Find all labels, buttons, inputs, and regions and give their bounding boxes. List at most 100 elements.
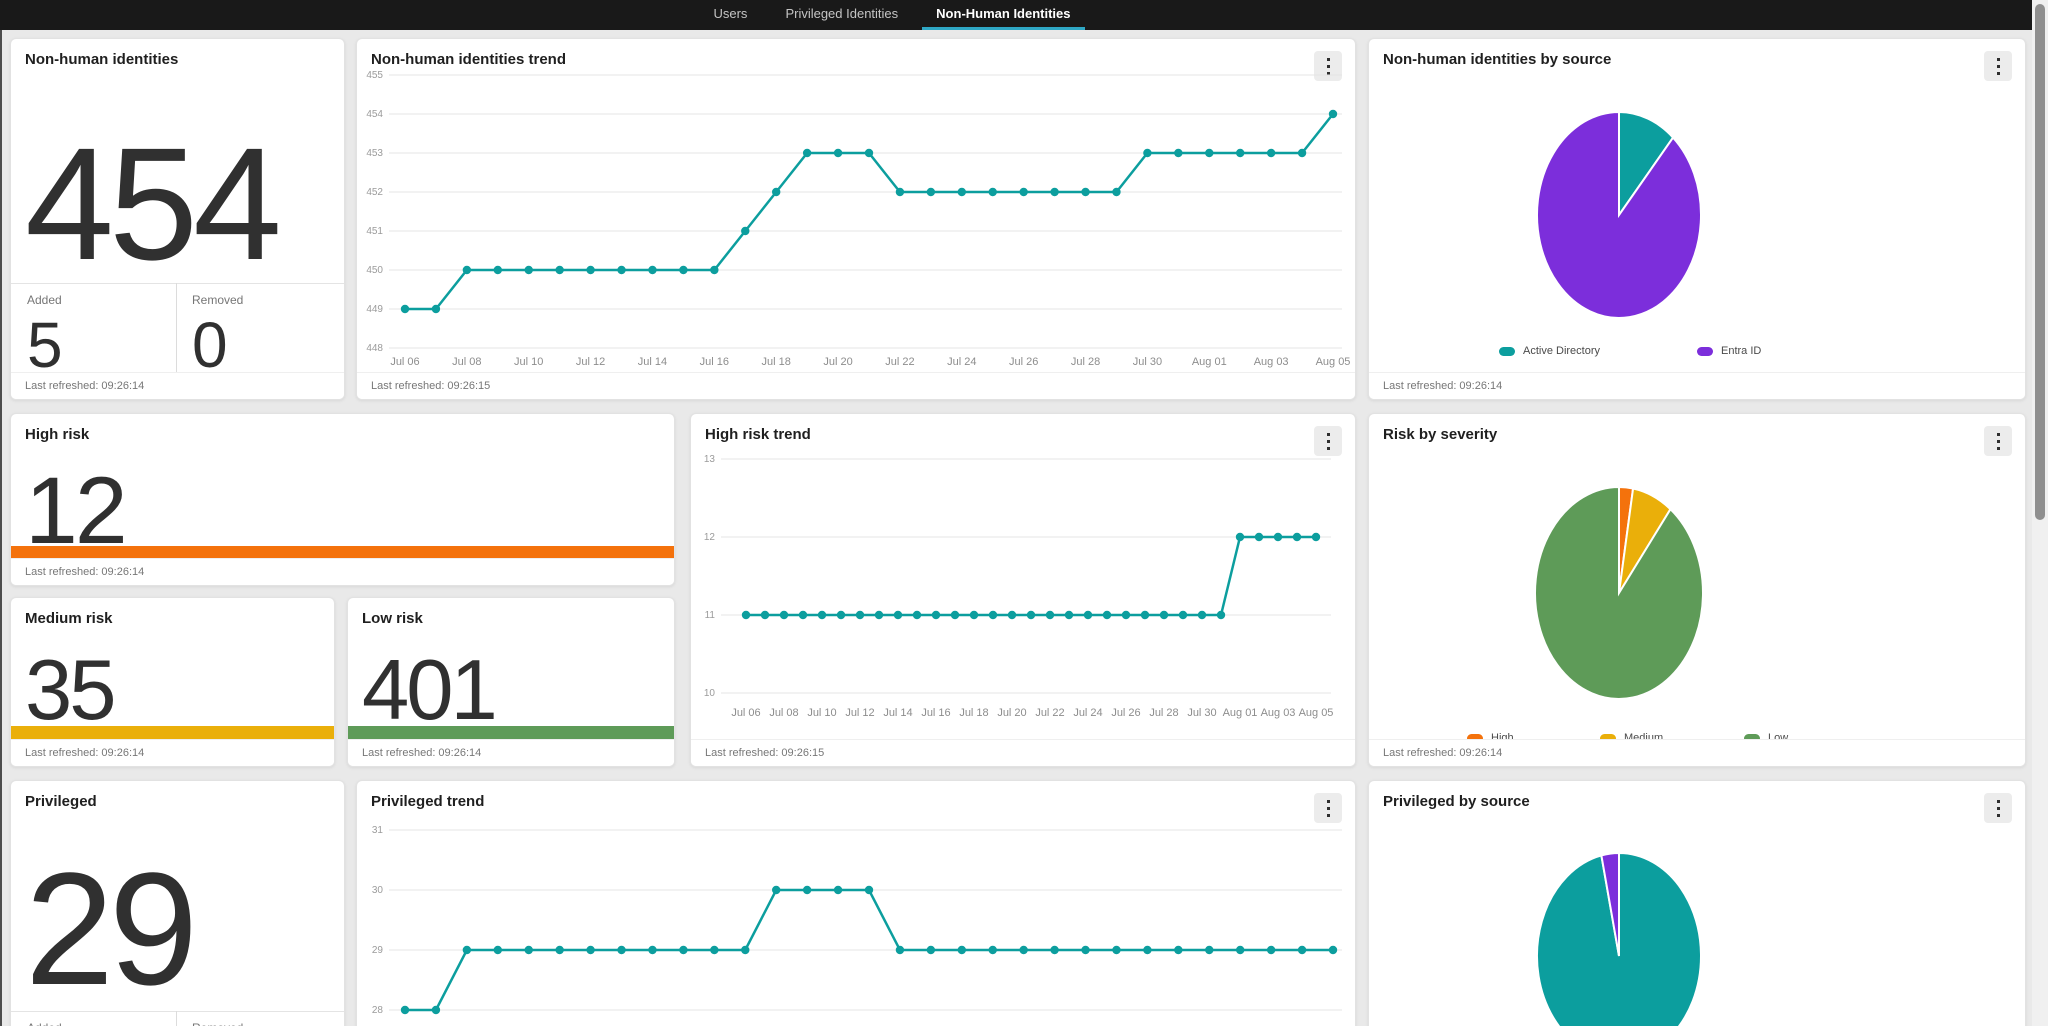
medium-risk-bar — [11, 726, 334, 740]
svg-text:452: 452 — [366, 187, 383, 198]
tab-non-human-identities[interactable]: Non-Human Identities — [922, 0, 1085, 30]
nhi-trend-line-chart: 448 449 450 451 452 453 454 455 Jul 06 Jul 08 Jul … — [366, 70, 1351, 368]
svg-text:Jul 24: Jul 24 — [1073, 707, 1102, 719]
card-title: Privileged trend — [371, 793, 485, 810]
card-title: High risk — [25, 426, 90, 443]
tab-group: Users Privileged Identities Non-Human Id… — [699, 0, 1085, 30]
svg-text:Jul 14: Jul 14 — [883, 707, 912, 719]
metric-value: 12 — [25, 458, 128, 564]
svg-text:10: 10 — [704, 688, 716, 699]
tab-users[interactable]: Users — [699, 0, 761, 30]
svg-text:13: 13 — [704, 454, 716, 465]
removed-value: 0 — [192, 309, 228, 381]
card-title: Non-human identities trend — [371, 51, 566, 68]
kebab-menu-icon[interactable] — [1314, 793, 1342, 823]
svg-text:Aug 03: Aug 03 — [1261, 707, 1296, 719]
added-value: 5 — [27, 309, 63, 381]
card-title: High risk trend — [705, 426, 811, 443]
svg-text:Jul 22: Jul 22 — [885, 356, 914, 368]
kebab-menu-icon[interactable] — [1314, 51, 1342, 81]
card-title: Risk by severity — [1383, 426, 1498, 443]
kebab-menu-icon[interactable] — [1984, 51, 2012, 81]
added-label: Added — [27, 1021, 62, 1026]
svg-text:Jul 24: Jul 24 — [947, 356, 976, 368]
metric-value: 35 — [25, 643, 117, 738]
nhi-source-pie-chart — [1536, 110, 1702, 319]
card-risk-by-severity: Risk by severity High Medium Low Last re… — [1368, 413, 2026, 767]
legend-chip — [1499, 346, 1515, 356]
card-nhi-count: Non-human identities 454 Added Removed 5… — [10, 38, 345, 400]
divider — [11, 283, 344, 284]
high-risk-trend-line-chart: 10 11 12 13 Jul 06 Jul 08 Jul 10 Jul 12 Jul 14 Ju… — [704, 454, 1334, 719]
svg-text:Jul 30: Jul 30 — [1133, 356, 1162, 368]
svg-text:Jul 16: Jul 16 — [921, 707, 950, 719]
svg-text:Aug 01: Aug 01 — [1192, 356, 1227, 368]
svg-text:Jul 14: Jul 14 — [638, 356, 667, 368]
svg-text:Aug 01: Aug 01 — [1223, 707, 1258, 719]
card-title: Low risk — [362, 610, 423, 627]
card-privileged-by-source: Privileged by source — [1368, 780, 2026, 1026]
svg-text:449: 449 — [366, 304, 383, 315]
kebab-menu-icon[interactable] — [1314, 426, 1342, 456]
card-privileged-count: Privileged 29 Added Removed — [10, 780, 345, 1026]
svg-text:Jul 10: Jul 10 — [807, 707, 836, 719]
last-refreshed: Last refreshed: 09:26:14 — [1369, 372, 2025, 399]
removed-label: Removed — [192, 293, 244, 307]
svg-text:Jul 28: Jul 28 — [1149, 707, 1178, 719]
svg-text:Jul 12: Jul 12 — [845, 707, 874, 719]
metric-total: 29 — [25, 839, 198, 1018]
card-low-risk: Low risk 401 Last refreshed: 09:26:14 — [347, 597, 675, 767]
svg-text:450: 450 — [366, 265, 383, 276]
svg-text:Jul 26: Jul 26 — [1009, 356, 1038, 368]
legend-entra-id: Entra ID — [1697, 345, 1761, 357]
last-refreshed: Last refreshed: 09:26:14 — [11, 739, 334, 766]
svg-text:Jul 30: Jul 30 — [1187, 707, 1216, 719]
svg-text:454: 454 — [366, 109, 383, 120]
svg-text:455: 455 — [366, 70, 383, 81]
high-risk-bar — [11, 546, 674, 560]
last-refreshed: Last refreshed: 09:26:15 — [357, 372, 1355, 399]
svg-text:Jul 28: Jul 28 — [1071, 356, 1100, 368]
svg-text:Jul 22: Jul 22 — [1035, 707, 1064, 719]
legend-chip — [1744, 733, 1760, 743]
last-refreshed: Last refreshed: 09:26:14 — [1369, 739, 2025, 766]
svg-text:11: 11 — [705, 610, 716, 621]
last-refreshed: Last refreshed: 09:26:14 — [11, 558, 674, 585]
card-title: Privileged by source — [1383, 793, 1530, 810]
added-label: Added — [27, 293, 62, 307]
svg-text:Jul 20: Jul 20 — [823, 356, 852, 368]
divider-vertical — [176, 283, 177, 379]
divider — [11, 1011, 344, 1012]
svg-text:29: 29 — [372, 945, 384, 956]
svg-text:Aug 05: Aug 05 — [1316, 356, 1351, 368]
last-refreshed: Last refreshed: 09:26:14 — [348, 739, 674, 766]
tab-privileged-identities[interactable]: Privileged Identities — [771, 0, 912, 30]
kebab-menu-icon[interactable] — [1984, 426, 2012, 456]
scrollbar-track[interactable] — [2032, 0, 2048, 1026]
svg-text:Jul 26: Jul 26 — [1111, 707, 1140, 719]
svg-text:28: 28 — [372, 1005, 384, 1016]
scrollbar-thumb[interactable] — [2035, 4, 2045, 520]
last-refreshed: Last refreshed: 09:26:14 — [11, 372, 344, 399]
svg-text:Jul 08: Jul 08 — [452, 356, 481, 368]
top-nav: Users Privileged Identities Non-Human Id… — [0, 0, 2032, 30]
legend-chip — [1697, 346, 1713, 356]
svg-text:31: 31 — [372, 825, 384, 836]
svg-text:Jul 06: Jul 06 — [731, 707, 760, 719]
svg-text:12: 12 — [704, 532, 716, 543]
kebab-menu-icon[interactable] — [1984, 793, 2012, 823]
svg-text:30: 30 — [372, 885, 384, 896]
metric-total: 454 — [25, 114, 282, 293]
card-title: Medium risk — [25, 610, 113, 627]
legend-active-directory: Active Directory — [1499, 345, 1600, 357]
low-risk-bar — [348, 726, 674, 740]
card-high-risk: High risk 12 Last refreshed: 09:26:14 — [10, 413, 675, 586]
svg-text:Jul 20: Jul 20 — [997, 707, 1026, 719]
svg-text:Jul 16: Jul 16 — [700, 356, 729, 368]
legend-label: Active Directory — [1523, 345, 1601, 357]
window-left-edge — [0, 30, 2, 1026]
svg-text:Jul 18: Jul 18 — [959, 707, 988, 719]
removed-label: Removed — [192, 1021, 243, 1026]
